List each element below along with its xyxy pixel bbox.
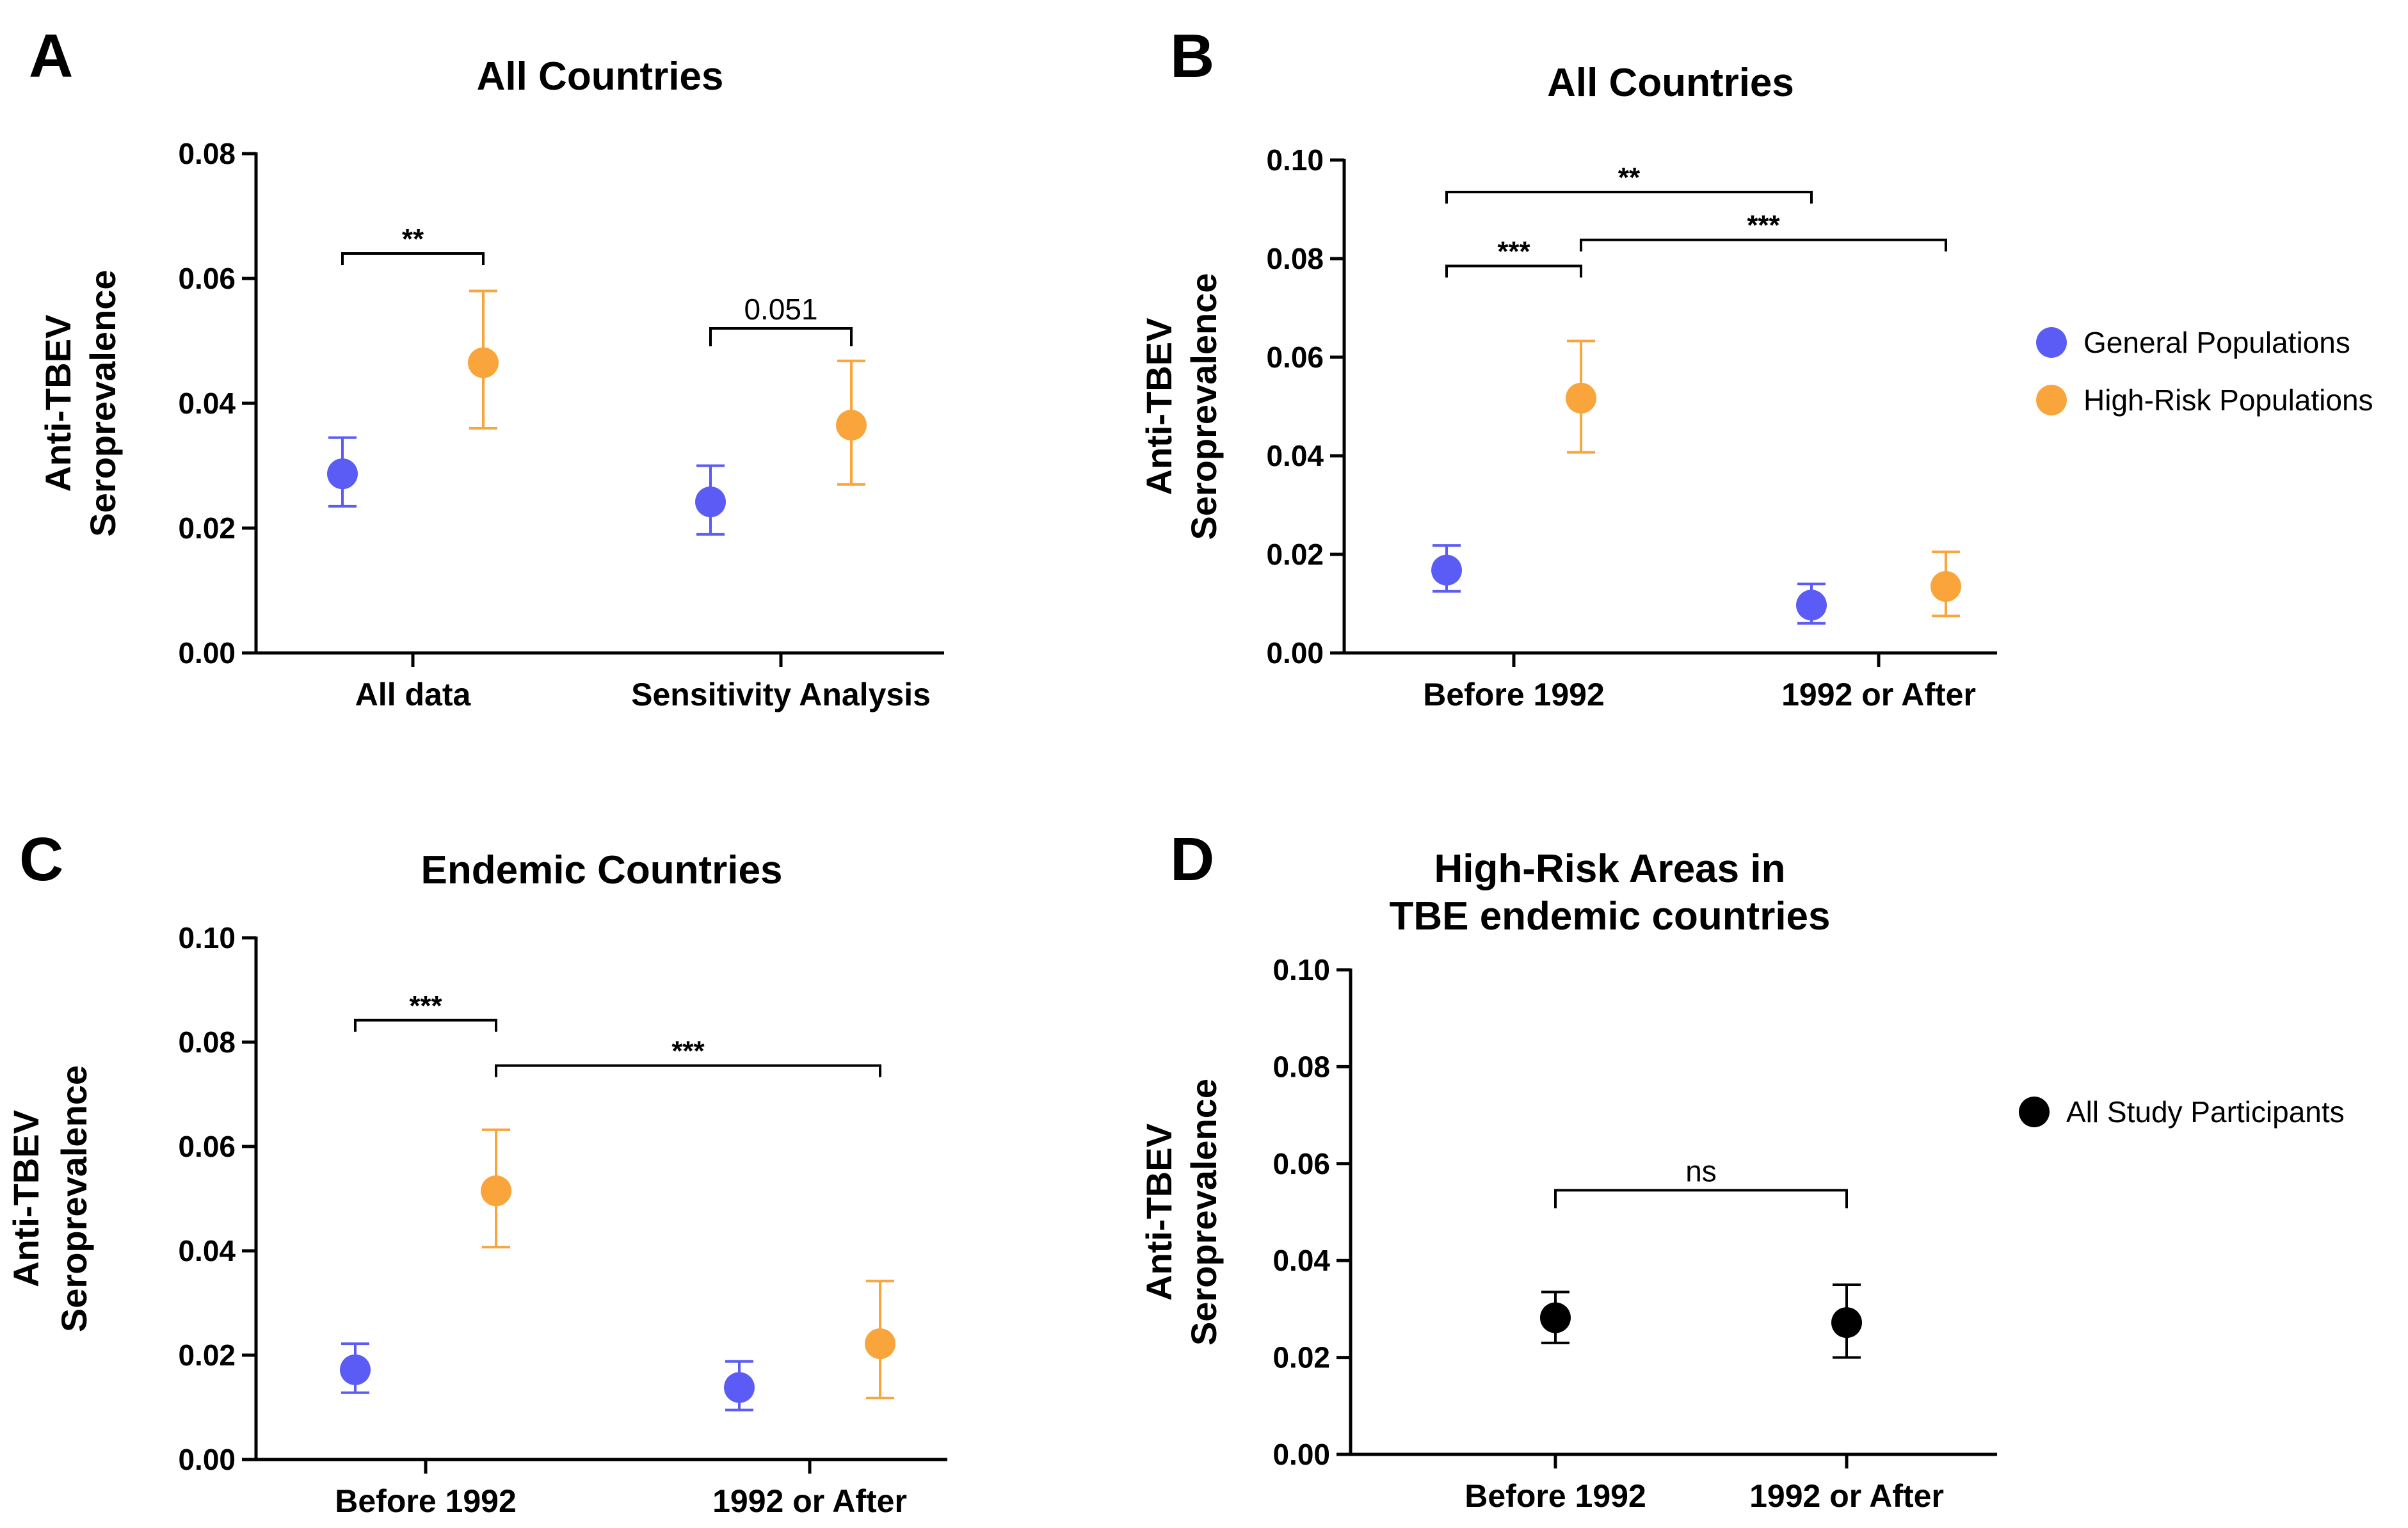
data-point (1540, 1302, 1571, 1333)
x-category-label: 1992 or After (1749, 1478, 1944, 1514)
y-tick-label: 0.02 (1272, 1341, 1330, 1374)
panel-b: B All Countries Anti-TBEV Seroprevalence 0.0… (1139, 22, 2373, 712)
significance-bracket (1445, 264, 1582, 278)
data-point (1796, 590, 1827, 621)
legend-marker (2036, 385, 2067, 415)
y-tick-label: 0.10 (1272, 953, 1330, 986)
data-point (724, 1372, 755, 1403)
y-tick-label: 0.08 (1272, 1050, 1330, 1083)
significance-label: ** (402, 223, 424, 255)
significance-label: ns (1685, 1154, 1717, 1187)
y-tick-label: 0.04 (178, 1234, 236, 1267)
data-point (865, 1328, 895, 1360)
significance-label: *** (409, 990, 442, 1022)
significance-label: *** (1497, 236, 1530, 268)
y-tick-label: 0.00 (1272, 1438, 1330, 1471)
y-tick-label: 0.08 (178, 1025, 236, 1059)
y-axis-label: Anti-TBEV (6, 1110, 46, 1287)
data-point (1431, 554, 1462, 586)
y-tick-label: 0.00 (1266, 636, 1324, 670)
significance-label: ** (1618, 162, 1641, 193)
panel-letter: B (1170, 22, 1214, 90)
y-tick-label: 0.02 (178, 1339, 236, 1372)
chart-title: Endemic Countries (421, 848, 783, 892)
data-point (468, 347, 499, 378)
y-axis-label: Anti-TBEV (38, 315, 78, 492)
x-category-label: All data (355, 677, 472, 712)
chart-title: High-Risk Areas in (1434, 847, 1786, 891)
data-point (695, 487, 726, 518)
y-tick-label: 0.10 (178, 921, 236, 954)
significance-bracket (709, 327, 853, 346)
y-axis-label: Seroprevalence (1184, 1079, 1224, 1346)
x-category-label: 1992 or After (1781, 677, 1976, 712)
y-tick-label: 0.00 (178, 636, 236, 670)
legend-label: General Populations (2083, 326, 2350, 359)
significance-bracket (1445, 191, 1813, 204)
data-point (836, 410, 867, 441)
x-category-label: Before 1992 (335, 1483, 517, 1519)
significance-label: *** (671, 1036, 705, 1067)
y-axis-label: Anti-TBEV (1139, 318, 1179, 495)
data-point (1831, 1307, 1862, 1339)
y-tick-label: 0.06 (1266, 341, 1324, 374)
y-tick-label: 0.02 (178, 511, 236, 545)
significance-bracket (495, 1064, 881, 1077)
x-category-label: Sensitivity Analysis (631, 677, 931, 712)
y-tick-label: 0.08 (1266, 242, 1324, 275)
data-point (327, 458, 358, 490)
significance-bracket (341, 252, 485, 265)
significance-bracket (354, 1018, 497, 1032)
panel-c: C Endemic Countries Anti-TBEV Seroprevalenc… (6, 825, 947, 1519)
data-point (481, 1175, 511, 1207)
chart-title: All Countries (477, 54, 724, 99)
legend-marker (2019, 1097, 2050, 1127)
y-tick-label: 0.10 (1266, 143, 1324, 177)
y-axis-label: Seroprevalence (1184, 273, 1224, 540)
y-axis-label: Seroprevalence (83, 269, 123, 536)
chart-title: All Countries (1547, 61, 1794, 105)
significance-bracket (1554, 1189, 1848, 1209)
y-tick-label: 0.04 (1272, 1244, 1330, 1277)
significance-label: *** (1747, 210, 1780, 241)
y-tick-label: 0.06 (178, 262, 236, 295)
legend-label: All Study Participants (2066, 1095, 2345, 1129)
data-point (1566, 382, 1596, 414)
legend-label: High-Risk Populations (2083, 383, 2373, 417)
y-axis-label: Seroprevalence (54, 1065, 94, 1332)
x-category-label: Before 1992 (1465, 1478, 1646, 1514)
legend-marker (2036, 327, 2067, 358)
y-tick-label: 0.04 (178, 387, 236, 420)
x-category-label: Before 1992 (1423, 677, 1605, 712)
y-tick-label: 0.08 (178, 137, 236, 170)
y-tick-label: 0.06 (1272, 1147, 1330, 1180)
x-category-label: 1992 or After (712, 1483, 907, 1519)
panel-letter: D (1170, 825, 1214, 894)
significance-bracket (1580, 238, 1947, 252)
panel-letter: C (19, 825, 63, 894)
y-tick-label: 0.06 (178, 1130, 236, 1163)
panel-a: A All Countries Anti-TBEV Seroprevalence 0.0… (29, 22, 944, 712)
significance-label: 0.051 (744, 293, 817, 326)
data-point (340, 1354, 371, 1385)
chart-title: TBE endemic countries (1389, 894, 1830, 938)
y-tick-label: 0.00 (178, 1443, 236, 1476)
data-point (1930, 571, 1961, 602)
y-tick-label: 0.02 (1266, 538, 1324, 571)
panel-letter: A (29, 22, 73, 90)
y-axis-label: Anti-TBEV (1139, 1123, 1179, 1301)
y-tick-label: 0.04 (1266, 439, 1324, 472)
